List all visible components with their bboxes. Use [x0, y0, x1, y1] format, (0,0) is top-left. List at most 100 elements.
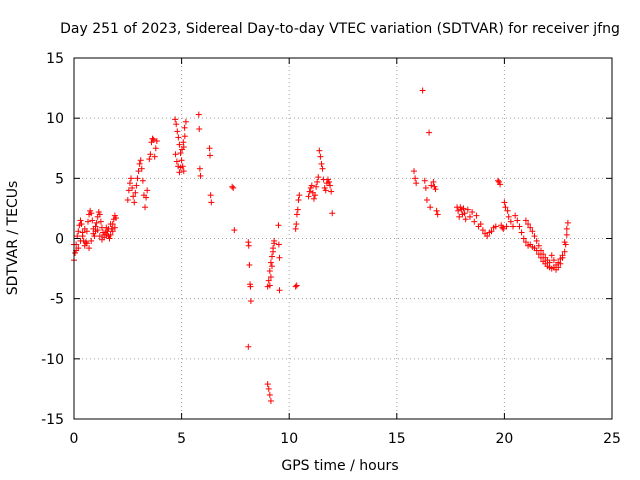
data-point	[196, 125, 203, 132]
data-point	[305, 193, 312, 200]
y-axis-label: SDTVAR / TECUs	[5, 181, 21, 296]
data-point	[267, 397, 274, 404]
data-point	[128, 175, 135, 182]
data-point	[247, 283, 254, 290]
data-point	[326, 178, 333, 185]
data-point	[292, 225, 299, 232]
data-point	[143, 194, 150, 201]
data-point	[103, 231, 110, 238]
data-point	[144, 187, 151, 194]
data-point	[464, 206, 471, 213]
data-point	[426, 129, 433, 136]
data-point	[494, 177, 501, 184]
data-point	[546, 259, 553, 266]
data-point	[550, 257, 557, 264]
data-point	[501, 199, 508, 206]
data-point	[329, 210, 336, 217]
y-tick-label: 5	[55, 171, 64, 187]
data-point	[111, 224, 118, 231]
data-point	[535, 242, 542, 249]
data-point	[411, 168, 418, 175]
data-point	[293, 282, 300, 289]
data-point	[461, 210, 468, 217]
data-point	[138, 165, 145, 172]
data-point	[514, 217, 521, 224]
data-point	[125, 187, 132, 194]
data-point	[466, 213, 473, 220]
data-point	[151, 153, 158, 160]
data-point	[484, 233, 491, 240]
data-point	[89, 217, 96, 224]
data-point	[130, 193, 137, 200]
data-point	[504, 207, 511, 214]
data-point	[413, 180, 420, 187]
data-point	[75, 245, 82, 252]
data-point	[548, 252, 555, 259]
data-point	[271, 237, 278, 244]
data-point	[105, 225, 112, 232]
data-point	[175, 134, 182, 141]
data-point	[433, 207, 440, 214]
data-point	[266, 391, 273, 398]
data-point	[82, 239, 89, 246]
data-point	[137, 157, 144, 164]
data-point	[92, 223, 99, 230]
data-point	[77, 217, 84, 224]
data-point	[317, 153, 324, 160]
data-point	[106, 235, 113, 242]
data-point	[312, 192, 319, 199]
data-point	[276, 287, 283, 294]
y-tick-label: 0	[55, 232, 64, 248]
data-point	[557, 260, 564, 267]
data-point	[412, 175, 419, 182]
data-point	[430, 178, 437, 185]
data-point	[153, 138, 160, 145]
data-point	[294, 206, 301, 213]
data-point	[559, 254, 566, 261]
data-point	[499, 224, 506, 231]
data-point	[533, 237, 540, 244]
data-point	[561, 248, 568, 255]
data-point	[81, 225, 88, 232]
data-point	[109, 228, 116, 235]
data-point	[207, 192, 214, 199]
data-point	[152, 145, 159, 152]
data-point	[293, 221, 300, 228]
data-point	[505, 213, 512, 220]
data-point	[510, 223, 517, 230]
data-point	[181, 133, 188, 140]
data-point	[295, 196, 302, 203]
x-tick-label: 0	[70, 431, 79, 447]
chart-title: Day 251 of 2023, Sidereal Day-to-day VTE…	[60, 21, 620, 37]
data-point	[327, 182, 334, 189]
data-point	[88, 210, 95, 217]
data-point	[488, 228, 495, 235]
data-point	[180, 144, 187, 151]
data-point	[180, 168, 187, 175]
data-point	[293, 211, 300, 218]
data-point	[529, 228, 536, 235]
data-point	[231, 227, 238, 234]
data-point	[527, 224, 534, 231]
data-point	[540, 251, 547, 258]
data-point	[477, 221, 484, 228]
data-point	[266, 267, 273, 274]
data-point	[126, 180, 133, 187]
data-point	[107, 221, 114, 228]
data-point	[94, 227, 101, 234]
data-point	[522, 239, 529, 246]
data-point	[525, 221, 532, 228]
data-point	[172, 116, 179, 123]
data-point	[181, 124, 188, 131]
data-point	[197, 172, 204, 179]
data-point	[78, 221, 85, 228]
data-point	[267, 259, 274, 266]
x-tick-label: 25	[603, 431, 621, 447]
data-point	[208, 199, 215, 206]
data-point	[564, 219, 571, 226]
data-point	[500, 225, 507, 232]
data-point	[230, 184, 237, 191]
data-point	[522, 217, 529, 224]
data-point	[133, 182, 140, 189]
